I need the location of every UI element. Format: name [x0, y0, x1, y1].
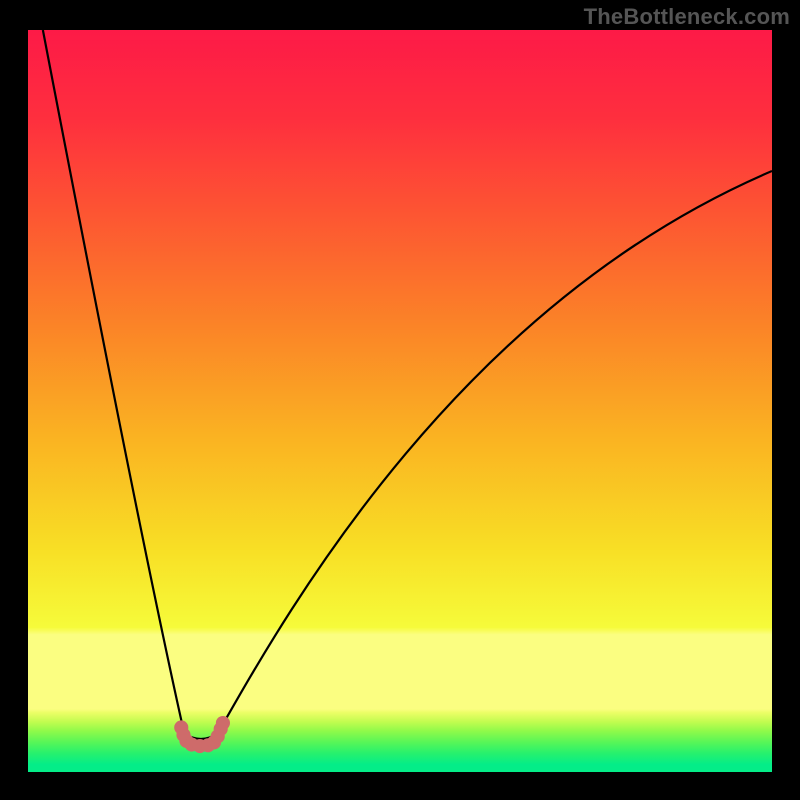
chart-canvas: TheBottleneck.com — [0, 0, 800, 800]
watermark-text: TheBottleneck.com — [584, 4, 790, 30]
curve-marker — [216, 716, 230, 730]
plot-area — [28, 30, 772, 772]
gradient-background — [28, 30, 772, 772]
plot-svg — [28, 30, 772, 772]
